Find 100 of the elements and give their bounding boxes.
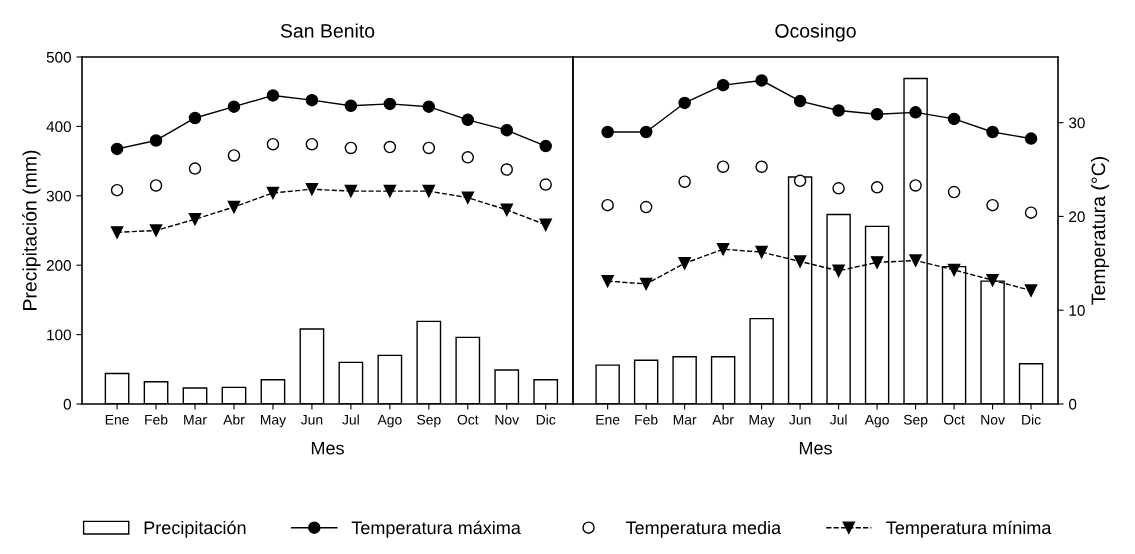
point bbox=[755, 74, 768, 87]
point bbox=[227, 200, 241, 214]
y-tick-label: 100 bbox=[47, 329, 71, 341]
x-tick-label: Nov bbox=[495, 414, 520, 425]
y2-axis-title: Temperatura (°C) bbox=[1090, 157, 1110, 305]
point bbox=[909, 179, 922, 192]
point bbox=[266, 137, 280, 151]
point bbox=[639, 277, 653, 291]
point bbox=[986, 273, 999, 287]
legend-label: Temperatura media bbox=[625, 520, 782, 538]
y-tick-label: 200 bbox=[46, 260, 71, 271]
y2-tick-label: 0 bbox=[1069, 398, 1077, 410]
x-tick-label: Mar bbox=[673, 414, 697, 425]
x-tick-label: Dic bbox=[536, 414, 556, 425]
chart-title: San Benito bbox=[280, 23, 375, 38]
y-tick-label: 300 bbox=[46, 190, 71, 202]
point bbox=[832, 182, 845, 195]
x-tick-label: Jul bbox=[342, 414, 359, 425]
point bbox=[344, 141, 358, 155]
point bbox=[305, 93, 319, 107]
x-tick-label: Jul bbox=[829, 414, 847, 425]
point bbox=[227, 100, 241, 113]
point bbox=[1024, 284, 1038, 297]
point bbox=[344, 99, 358, 113]
point bbox=[500, 203, 514, 217]
y-tick-label: 0 bbox=[63, 398, 71, 410]
point bbox=[305, 182, 319, 196]
point bbox=[188, 162, 202, 175]
point bbox=[344, 184, 358, 198]
point bbox=[149, 134, 163, 147]
point bbox=[383, 140, 397, 154]
x-tick-label: May bbox=[260, 414, 287, 428]
x-tick-label: May bbox=[749, 414, 775, 428]
legend-label: Temperatura máxima bbox=[351, 520, 521, 538]
point bbox=[832, 104, 845, 117]
point bbox=[755, 245, 768, 259]
point bbox=[755, 160, 768, 173]
x-tick-label: Ene bbox=[596, 414, 620, 425]
point bbox=[909, 106, 922, 119]
point bbox=[947, 185, 961, 199]
x-tick-label: Oct bbox=[943, 414, 965, 425]
point bbox=[188, 212, 202, 226]
x-tick-label: Dic bbox=[1022, 414, 1041, 425]
point bbox=[601, 274, 614, 288]
point bbox=[793, 174, 807, 188]
x-tick-label: Mar bbox=[184, 414, 207, 425]
x-tick-label: Sep bbox=[417, 414, 441, 428]
y-tick-label: 500 bbox=[46, 51, 71, 63]
point bbox=[383, 97, 397, 111]
point bbox=[832, 264, 845, 278]
point bbox=[870, 107, 884, 121]
point bbox=[110, 142, 124, 156]
y2-tick-label: 20 bbox=[1069, 211, 1085, 223]
x-tick-label: Ene bbox=[105, 414, 129, 425]
x-tick-label: Nov bbox=[981, 414, 1005, 425]
point bbox=[500, 123, 514, 137]
point bbox=[716, 243, 730, 256]
point bbox=[601, 198, 614, 212]
point bbox=[639, 200, 653, 214]
y2-tick-label: 10 bbox=[1069, 305, 1085, 316]
x-tick-label: Jun bbox=[300, 414, 323, 425]
point bbox=[461, 151, 475, 164]
point bbox=[110, 183, 124, 197]
point bbox=[870, 256, 884, 269]
point bbox=[986, 198, 999, 212]
point bbox=[539, 178, 552, 191]
point bbox=[383, 184, 397, 198]
point bbox=[947, 263, 961, 277]
point bbox=[870, 181, 884, 194]
point bbox=[678, 175, 691, 188]
x-tick-label: Ago bbox=[864, 414, 889, 428]
point bbox=[1024, 132, 1038, 145]
point bbox=[500, 163, 514, 176]
x-tick-label: Ago bbox=[377, 414, 402, 428]
point bbox=[909, 254, 922, 267]
point bbox=[227, 149, 241, 162]
point bbox=[601, 125, 614, 139]
x-tick-label: Feb bbox=[635, 414, 658, 425]
legend-label: Temperatura mínima bbox=[886, 520, 1052, 538]
point bbox=[149, 179, 163, 192]
point bbox=[110, 226, 124, 239]
x-tick-label: Feb bbox=[145, 414, 168, 425]
x-tick-label: Oct bbox=[457, 414, 479, 425]
point bbox=[305, 137, 319, 151]
point bbox=[149, 224, 163, 237]
point bbox=[716, 78, 730, 92]
point bbox=[678, 96, 691, 110]
x-axis-title: Mes bbox=[799, 441, 832, 455]
point bbox=[422, 141, 436, 155]
y-tick-label: 400 bbox=[46, 121, 71, 133]
chart-title: Ocosingo bbox=[775, 23, 856, 42]
point bbox=[986, 125, 999, 139]
point bbox=[422, 184, 436, 198]
x-tick-label: Abr bbox=[223, 414, 245, 425]
point bbox=[266, 89, 280, 102]
legend-label: Precipitación bbox=[144, 520, 246, 538]
point bbox=[266, 186, 280, 200]
point bbox=[793, 255, 807, 268]
point bbox=[793, 94, 807, 108]
point bbox=[188, 111, 202, 125]
